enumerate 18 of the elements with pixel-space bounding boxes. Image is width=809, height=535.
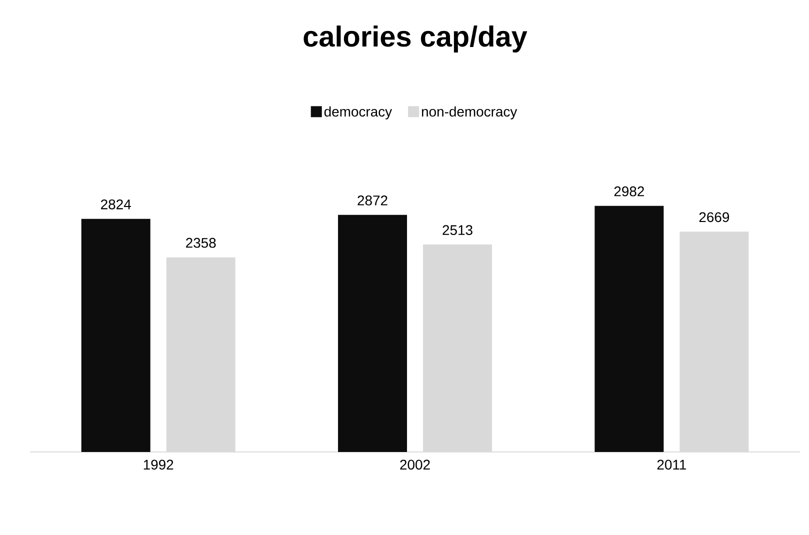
bar xyxy=(594,206,664,452)
x-tick-label: 2011 xyxy=(657,460,686,470)
data-label: 2513 xyxy=(442,225,472,236)
bar xyxy=(338,214,408,452)
chart-title: calories cap/day xyxy=(304,26,528,52)
data-label: 2982 xyxy=(614,186,644,196)
data-label: 2824 xyxy=(101,199,131,210)
data-label: 2358 xyxy=(186,238,216,248)
legend-label: non-democracy xyxy=(422,106,518,120)
data-label: 2872 xyxy=(358,195,388,206)
legend-label: democracy xyxy=(324,106,392,120)
bar xyxy=(680,232,749,452)
bar xyxy=(81,218,150,452)
data-label: 2669 xyxy=(699,212,730,222)
x-tick-label: 1992 xyxy=(144,460,174,470)
bar xyxy=(166,257,236,452)
bar xyxy=(423,244,492,452)
x-tick-label: 2002 xyxy=(400,460,430,470)
